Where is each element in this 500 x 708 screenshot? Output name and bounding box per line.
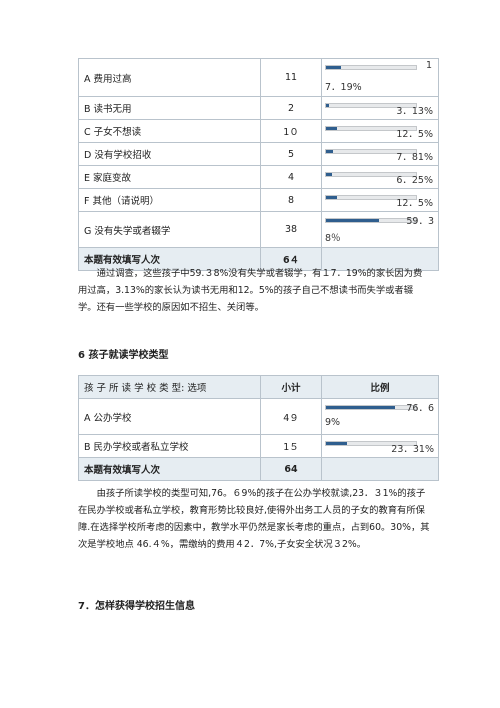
percent-value: 3．13% bbox=[396, 106, 433, 117]
percent-cell: 23．31% bbox=[321, 434, 439, 458]
footer-label: 本题有效填写人次 bbox=[78, 457, 261, 481]
percent-value: 6．25% bbox=[396, 175, 433, 186]
option-count: 8 bbox=[260, 188, 322, 212]
percent-bar bbox=[325, 172, 417, 177]
percent-value: 12．5% bbox=[396, 198, 433, 209]
percent-bar-fill bbox=[326, 442, 347, 445]
percent-value-wrap: 9% bbox=[325, 417, 341, 428]
percent-bar-fill bbox=[326, 104, 329, 107]
option-label: F 其他（请说明） bbox=[78, 188, 261, 212]
option-count: 4９ bbox=[260, 398, 322, 435]
option-label: E 家庭变故 bbox=[78, 165, 261, 189]
table-row: F 其他（请说明） 8 12．5% bbox=[78, 188, 439, 212]
option-label: B 民办学校或者私立学校 bbox=[78, 434, 261, 458]
percent-bar-fill bbox=[326, 196, 338, 199]
footer-count: 64 bbox=[260, 457, 322, 481]
percent-bar-fill bbox=[326, 406, 396, 409]
table-row: C 子女不想读 1０ 12．5% bbox=[78, 119, 439, 143]
option-count: 1５ bbox=[260, 434, 322, 458]
table-row: B 读书无用 2 3．13% bbox=[78, 96, 439, 120]
option-count: 1０ bbox=[260, 119, 322, 143]
option-label: C 子女不想读 bbox=[78, 119, 261, 143]
table-row: A 公办学校 4９ 76．6 9% bbox=[78, 398, 439, 435]
percent-bar-fill bbox=[326, 66, 342, 69]
section-6-heading: 6 孩子就读学校类型 bbox=[78, 350, 169, 361]
percent-bar bbox=[325, 149, 417, 154]
percent-value: 1 bbox=[425, 60, 432, 71]
table-header-row: 孩 子 所 读 学 校 类 型: 选项 小计 比例 bbox=[78, 375, 439, 399]
percent-cell: 59．3 8％ bbox=[321, 211, 439, 248]
percent-bar bbox=[325, 441, 417, 446]
reason-table: A 费用过高 11 1 7．19% B 读书无用 2 3．13% C 子女不想读 bbox=[78, 58, 439, 271]
option-label: D 没有学校招收 bbox=[78, 142, 261, 166]
paragraph-1: 通过调查，这些孩子中59.３8%没有失学或者辍学，有１7．19%的家长因为费用过… bbox=[78, 268, 423, 313]
header-option: 孩 子 所 读 学 校 类 型: 选项 bbox=[78, 375, 261, 399]
table-row: E 家庭变故 4 6．25% bbox=[78, 165, 439, 189]
percent-value: 76．6 bbox=[406, 403, 434, 414]
percent-cell: 7．81% bbox=[321, 142, 439, 166]
percent-bar bbox=[325, 126, 417, 131]
percent-value: 59．3 bbox=[406, 216, 434, 227]
percent-bar-fill bbox=[326, 150, 334, 153]
percent-bar bbox=[325, 218, 417, 223]
option-label: A 费用过高 bbox=[78, 58, 261, 97]
table-row: B 民办学校或者私立学校 1５ 23．31% bbox=[78, 434, 439, 458]
percent-bar-fill bbox=[326, 127, 338, 130]
option-count: 5 bbox=[260, 142, 322, 166]
percent-bar-fill bbox=[326, 173, 332, 176]
school-type-table: 孩 子 所 读 学 校 类 型: 选项 小计 比例 A 公办学校 4９ 76．6… bbox=[78, 375, 439, 481]
footer-empty-cell bbox=[321, 247, 439, 271]
option-count: 4 bbox=[260, 165, 322, 189]
percent-bar bbox=[325, 405, 417, 410]
table-footer-row: 本题有效填写人次 6４ bbox=[78, 247, 439, 271]
table-footer-row: 本题有效填写人次 64 bbox=[78, 457, 439, 481]
percent-value-wrap: 7．19% bbox=[325, 82, 362, 93]
percent-bar bbox=[325, 195, 417, 200]
option-label: G 没有失学或者辍学 bbox=[78, 211, 261, 248]
paragraph-2: 由孩子所读学校的类型可知,76。６9%的孩子在公办学校就读,23．３1%的孩子在… bbox=[78, 488, 430, 550]
footer-empty-cell bbox=[321, 457, 439, 481]
option-count: 2 bbox=[260, 96, 322, 120]
table-row: G 没有失学或者辍学 38 59．3 8％ bbox=[78, 211, 439, 248]
percent-cell: 1 7．19% bbox=[321, 58, 439, 97]
header-ratio: 比例 bbox=[321, 375, 439, 399]
percent-value: 12．5% bbox=[396, 129, 433, 140]
option-label: A 公办学校 bbox=[78, 398, 261, 435]
option-count: 11 bbox=[260, 58, 322, 97]
option-count: 38 bbox=[260, 211, 322, 248]
option-label: B 读书无用 bbox=[78, 96, 261, 120]
table-row: A 费用过高 11 1 7．19% bbox=[78, 58, 439, 97]
percent-cell: 76．6 9% bbox=[321, 398, 439, 435]
header-count: 小计 bbox=[260, 375, 322, 399]
percent-cell: 6．25% bbox=[321, 165, 439, 189]
percent-value: 7．81% bbox=[396, 152, 433, 163]
percent-value: 23．31% bbox=[391, 444, 434, 455]
percent-bar bbox=[325, 103, 417, 108]
percent-bar bbox=[325, 65, 417, 70]
footer-count: 6４ bbox=[260, 247, 322, 271]
percent-cell: 3．13% bbox=[321, 96, 439, 120]
section-7-heading: 7．怎样获得学校招生信息 bbox=[78, 601, 195, 612]
percent-value-wrap: 8％ bbox=[325, 233, 341, 244]
table-row: D 没有学校招收 5 7．81% bbox=[78, 142, 439, 166]
percent-cell: 12．5% bbox=[321, 188, 439, 212]
footer-label: 本题有效填写人次 bbox=[78, 247, 261, 271]
percent-cell: 12．5% bbox=[321, 119, 439, 143]
percent-bar-fill bbox=[326, 219, 380, 222]
